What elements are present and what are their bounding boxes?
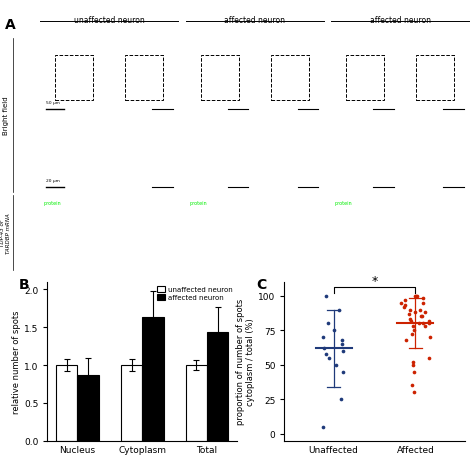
Point bbox=[425, 320, 432, 327]
Point bbox=[407, 316, 414, 323]
Point bbox=[339, 368, 347, 375]
Point bbox=[411, 309, 419, 316]
Point bbox=[406, 306, 414, 313]
Bar bbox=[271, 56, 309, 101]
Point bbox=[421, 309, 428, 316]
Bar bbox=[77, 375, 99, 441]
Point bbox=[426, 317, 433, 325]
Point bbox=[401, 303, 408, 311]
Point bbox=[421, 323, 429, 330]
Text: 50 μm: 50 μm bbox=[46, 101, 60, 105]
Point bbox=[419, 299, 427, 307]
Point bbox=[332, 361, 339, 369]
Point bbox=[398, 299, 405, 307]
Text: protein: protein bbox=[44, 201, 61, 205]
Text: affected neuron: affected neuron bbox=[224, 16, 285, 25]
Point bbox=[339, 347, 347, 355]
Text: protein: protein bbox=[335, 201, 352, 205]
Point bbox=[401, 302, 409, 309]
Point bbox=[325, 320, 332, 327]
Text: protein: protein bbox=[189, 201, 207, 205]
Bar bbox=[201, 56, 239, 101]
Bar bbox=[186, 365, 207, 441]
Point bbox=[322, 292, 330, 300]
Bar bbox=[55, 56, 93, 101]
Text: unaffected neuron: unaffected neuron bbox=[74, 16, 145, 25]
Point bbox=[325, 354, 333, 362]
Text: affected neuron: affected neuron bbox=[370, 16, 431, 25]
Bar bbox=[125, 56, 163, 101]
Text: 20 μm: 20 μm bbox=[46, 179, 59, 183]
Point bbox=[409, 323, 417, 330]
Point bbox=[419, 313, 426, 320]
Point bbox=[407, 317, 414, 325]
Text: *: * bbox=[371, 274, 378, 287]
Point bbox=[419, 295, 427, 302]
Point bbox=[337, 396, 345, 403]
Point bbox=[319, 334, 327, 341]
Bar bbox=[207, 332, 228, 441]
Text: C: C bbox=[256, 278, 266, 291]
Text: TDP-43 or
TARDBP mRNA: TDP-43 or TARDBP mRNA bbox=[0, 213, 11, 253]
Point bbox=[426, 334, 434, 341]
Point bbox=[415, 320, 423, 327]
Text: mRNA: mRNA bbox=[259, 201, 274, 205]
Point bbox=[330, 327, 338, 334]
Point bbox=[409, 331, 416, 338]
Point bbox=[418, 313, 425, 320]
Point bbox=[409, 358, 417, 366]
Bar bbox=[121, 365, 142, 441]
Point bbox=[338, 336, 346, 344]
Bar bbox=[56, 365, 77, 441]
Text: B: B bbox=[19, 278, 29, 291]
Point bbox=[410, 389, 418, 396]
Point bbox=[401, 297, 409, 304]
Point bbox=[410, 327, 418, 334]
Y-axis label: proportion of number of spots
cytoplasm / total (%): proportion of number of spots cytoplasm … bbox=[236, 298, 255, 425]
Point bbox=[410, 368, 418, 375]
Point bbox=[322, 350, 329, 358]
Point bbox=[412, 292, 420, 300]
Bar bbox=[346, 56, 384, 101]
Point bbox=[405, 310, 413, 318]
Point bbox=[320, 345, 328, 352]
Y-axis label: relative number of spots: relative number of spots bbox=[12, 310, 21, 413]
Text: mRNA: mRNA bbox=[114, 201, 129, 205]
Legend: unaffected neuron, affected neuron: unaffected neuron, affected neuron bbox=[156, 286, 234, 302]
Point bbox=[413, 292, 421, 300]
Bar bbox=[416, 56, 454, 101]
Point bbox=[408, 382, 416, 389]
Point bbox=[319, 423, 327, 431]
Bar bbox=[142, 318, 164, 441]
Point bbox=[411, 292, 419, 300]
Point bbox=[425, 354, 433, 362]
Text: Bright field: Bright field bbox=[3, 97, 9, 135]
Text: A: A bbox=[5, 18, 16, 32]
Text: 20 μm: 20 μm bbox=[46, 257, 59, 261]
Point bbox=[410, 361, 417, 369]
Point bbox=[419, 320, 427, 327]
Point bbox=[338, 341, 346, 348]
Point bbox=[335, 306, 342, 313]
Point bbox=[417, 306, 424, 313]
Point bbox=[402, 336, 410, 344]
Text: mRNA: mRNA bbox=[405, 201, 420, 205]
